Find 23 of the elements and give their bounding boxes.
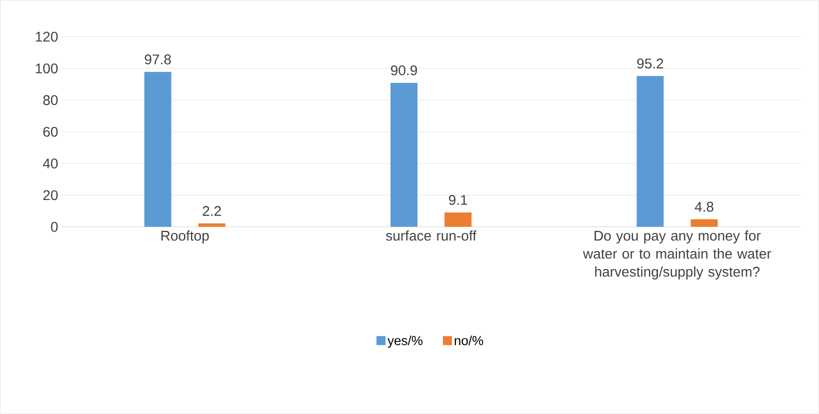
y-tick-label: 100 [36,64,58,74]
bar [636,76,664,228]
data-label: 9.1 [448,195,468,206]
data-label: 4.8 [694,202,714,212]
bar [444,212,472,228]
bar [390,82,418,228]
x-tick-label: Do you pay any money for water or to maintain the water harvesting/supply system? [582,230,772,280]
legend-label: no/% [454,336,484,346]
y-tick-label: 120 [36,32,58,42]
data-label: 90.9 [391,66,417,76]
y-tick-label: 20 [43,190,58,200]
data-label: 95.2 [637,58,664,69]
y-tick-label: 40 [42,158,58,169]
x-tick-label: surface run-off [386,230,476,241]
y-tick-label: 60 [43,126,58,137]
y-tick-label: 0 [50,222,58,232]
data-label: 2.2 [202,206,221,216]
x-tick-label: Rooftop [161,230,209,244]
legend-label: yes/% [388,336,422,348]
data-label: 97.8 [144,54,171,65]
y-tick-label: 80 [43,95,58,106]
bar [690,219,718,228]
bar [144,72,172,228]
